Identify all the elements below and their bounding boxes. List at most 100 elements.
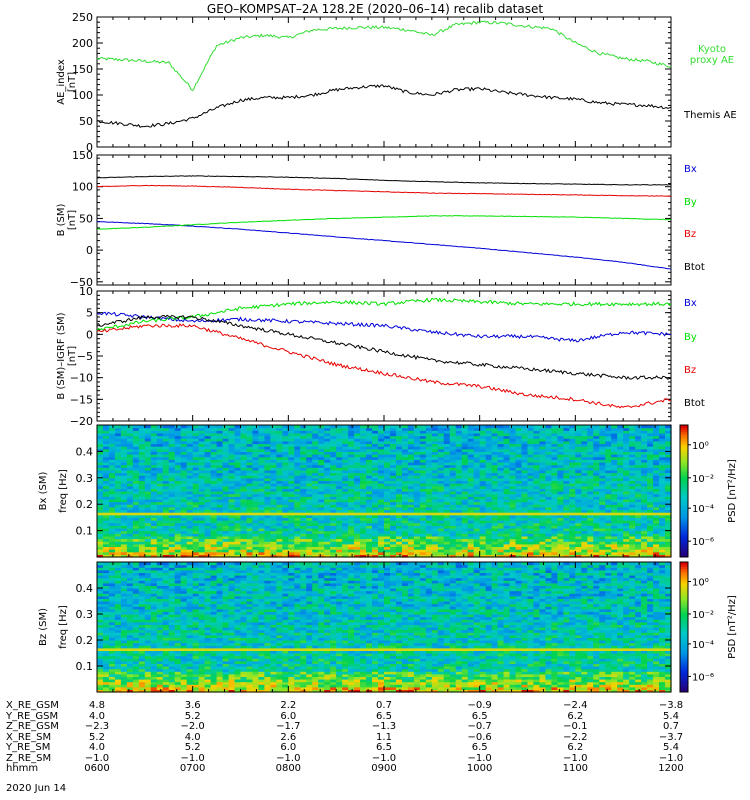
- spec-bx-panel-cell: [384, 451, 391, 455]
- spec-bx-panel-cell: [150, 475, 158, 479]
- spec-bx-panel-cell: [264, 549, 271, 553]
- spec-bx-panel-cell: [108, 477, 116, 482]
- spec-bx-panel-cell: [97, 461, 104, 466]
- spec-bx-panel-cell: [407, 477, 415, 482]
- spec-bx-panel-cell: [144, 464, 152, 468]
- spec-bx-panel-cell: [186, 454, 194, 458]
- spec-bx-panel-cell: [252, 469, 260, 474]
- spec-bx-panel-cell: [156, 440, 164, 445]
- spec-bx-panel-cell: [234, 461, 242, 466]
- spec-bx-panel-cell: [108, 432, 116, 437]
- spec-bx-panel-cell: [425, 483, 433, 487]
- spec-bx-panel-cell: [210, 501, 218, 505]
- spec-bx-panel-cell: [401, 456, 409, 460]
- spec-bx-panel-cell: [455, 438, 463, 442]
- spec-bx-panel-cell: [102, 480, 110, 484]
- spec-bx-panel-cell: [443, 496, 451, 500]
- spec-bx-panel-cell: [276, 475, 283, 479]
- spec-bx-panel-cell: [204, 427, 212, 431]
- spec-bx-panel-cell: [288, 514, 295, 518]
- spec-bx-panel-cell: [366, 483, 373, 487]
- spec-bx-panel-cell: [174, 522, 182, 526]
- spec-bx-panel-cell: [455, 506, 463, 511]
- spec-bx-panel-cell: [395, 459, 403, 463]
- spec-bx-panel-cell: [467, 477, 475, 482]
- spec-bx-panel-cell: [228, 551, 236, 555]
- spec-bx-panel-cell: [419, 543, 427, 548]
- spec-bx-panel-cell: [168, 498, 176, 503]
- spec-bx-panel-cell: [366, 549, 373, 553]
- spec-bx-panel-cell: [156, 530, 164, 534]
- spec-bx-panel-cell: [264, 469, 271, 474]
- spec-bx-panel-cell: [114, 443, 122, 447]
- spec-bx-panel-cell: [384, 525, 391, 529]
- ae-panel-ytick-label: 200: [72, 37, 93, 50]
- spec-bx-panel-cell: [282, 530, 289, 534]
- spec-bx-panel-cell: [443, 512, 451, 516]
- spec-bx-panel-cell: [401, 464, 409, 468]
- spec-bx-panel-cell: [174, 488, 182, 492]
- spec-bx-panel-cell: [192, 496, 200, 500]
- spec-bx-panel-cell: [366, 456, 373, 460]
- spec-bx-panel-cell: [425, 549, 433, 553]
- spec-bx-panel-cell: [204, 425, 212, 429]
- spec-bx-panel-cell: [300, 467, 307, 471]
- spec-bx-panel-cell: [258, 538, 266, 542]
- b-panel-series-bz: [97, 184, 672, 197]
- spec-bx-panel-cell: [437, 488, 445, 492]
- spec-bx-panel-cell: [216, 427, 224, 431]
- spec-bx-panel-cell: [473, 448, 481, 452]
- spec-bx-panel-cell: [210, 456, 218, 460]
- spec-bx-panel-cell: [443, 459, 451, 463]
- spec-bx-panel-cell: [204, 435, 212, 439]
- spec-bx-panel-cell: [389, 443, 397, 447]
- spec-bx-panel-cell: [180, 440, 188, 445]
- spec-bx-panel-cell: [192, 454, 200, 458]
- spec-bx-panel-cell: [372, 448, 379, 452]
- spec-bx-panel-cell: [425, 501, 433, 505]
- spec-bx-panel-cell: [312, 438, 319, 442]
- spec-bx-panel-cell: [324, 488, 331, 492]
- spec-bx-panel-cell: [300, 485, 307, 489]
- spec-bx-panel-cell: [258, 427, 266, 431]
- spec-bx-panel-cell: [342, 546, 349, 550]
- spec-bx-panel-cell: [413, 496, 421, 500]
- spec-bx-panel-cell: [419, 506, 427, 511]
- spec-bx-panel-cell: [162, 496, 170, 500]
- spec-bx-panel-cell: [168, 525, 176, 529]
- spec-bx-panel-cell: [198, 535, 206, 540]
- spec-bx-panel-cell: [264, 533, 271, 537]
- spec-bx-panel-cell: [473, 543, 481, 548]
- spec-bx-panel-cell: [132, 546, 140, 550]
- spec-bx-panel-cell: [186, 438, 194, 442]
- spec-bx-panel-cell: [461, 485, 469, 489]
- spec-bx-panel-cell: [102, 451, 110, 455]
- spec-bx-panel-cell: [252, 451, 260, 455]
- spec-bx-panel-cell: [204, 525, 212, 529]
- spec-bx-panel-cell: [276, 467, 283, 471]
- spec-bx-panel-cell: [312, 454, 319, 458]
- spec-bx-panel-cell: [294, 541, 301, 545]
- spec-bx-panel-cell: [186, 506, 194, 511]
- spec-bx-panel-cell: [210, 438, 218, 442]
- spec-bx-panel-cell: [318, 467, 325, 471]
- spec-bx-panel-cell: [240, 538, 248, 542]
- spec-bx-panel-cell: [234, 525, 242, 529]
- spec-bx-panel-cell: [467, 459, 475, 463]
- spec-bx-panel-cell: [264, 480, 271, 484]
- spec-bx-panel-cell: [378, 525, 385, 529]
- spec-bx-panel-cell: [270, 506, 277, 511]
- spec-bx-panel-cell: [150, 446, 158, 450]
- spec-bx-panel-cell: [300, 480, 307, 484]
- spec-bx-panel-cell: [467, 512, 475, 516]
- spec-bx-panel-cell: [384, 488, 391, 492]
- db-panel-ytick-label: 0: [86, 328, 93, 341]
- spec-bx-panel-cell: [270, 533, 277, 537]
- spec-bx-panel-cell: [294, 493, 301, 497]
- spec-bx-panel-cell: [312, 472, 319, 476]
- spec-bx-panel-cell: [180, 459, 188, 463]
- spec-bx-panel-cell: [198, 485, 206, 489]
- spec-bx-panel-cell: [306, 469, 313, 474]
- spec-bx-panel-cell: [276, 525, 283, 529]
